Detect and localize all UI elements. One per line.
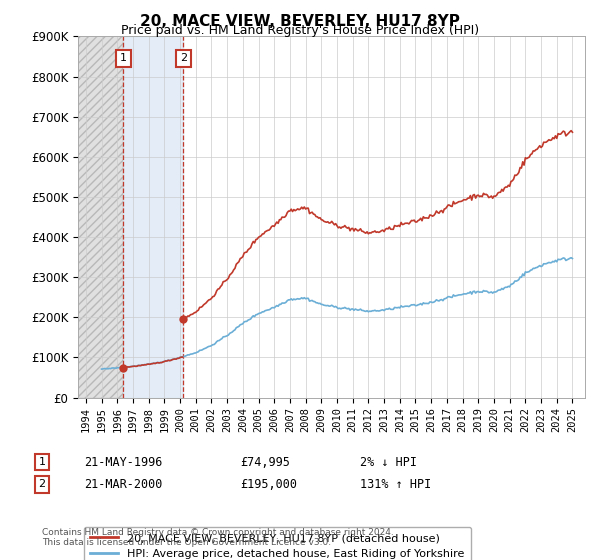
Text: 1: 1 — [120, 53, 127, 63]
Text: 131% ↑ HPI: 131% ↑ HPI — [360, 478, 431, 491]
Text: 20, MACE VIEW, BEVERLEY, HU17 8YP: 20, MACE VIEW, BEVERLEY, HU17 8YP — [140, 14, 460, 29]
Bar — [78, 36, 123, 398]
Text: 21-MAY-1996: 21-MAY-1996 — [84, 455, 163, 469]
Bar — [78, 36, 123, 398]
Text: 1: 1 — [38, 457, 46, 467]
Text: 2: 2 — [38, 479, 46, 489]
Bar — [123, 36, 184, 398]
Text: 2: 2 — [180, 53, 187, 63]
Text: 21-MAR-2000: 21-MAR-2000 — [84, 478, 163, 491]
Text: Contains HM Land Registry data © Crown copyright and database right 2024.
This d: Contains HM Land Registry data © Crown c… — [42, 528, 394, 547]
Text: £195,000: £195,000 — [240, 478, 297, 491]
Text: 2% ↓ HPI: 2% ↓ HPI — [360, 455, 417, 469]
Legend: 20, MACE VIEW, BEVERLEY, HU17 8YP (detached house), HPI: Average price, detached: 20, MACE VIEW, BEVERLEY, HU17 8YP (detac… — [83, 526, 471, 560]
Text: Price paid vs. HM Land Registry's House Price Index (HPI): Price paid vs. HM Land Registry's House … — [121, 24, 479, 37]
Text: £74,995: £74,995 — [240, 455, 290, 469]
